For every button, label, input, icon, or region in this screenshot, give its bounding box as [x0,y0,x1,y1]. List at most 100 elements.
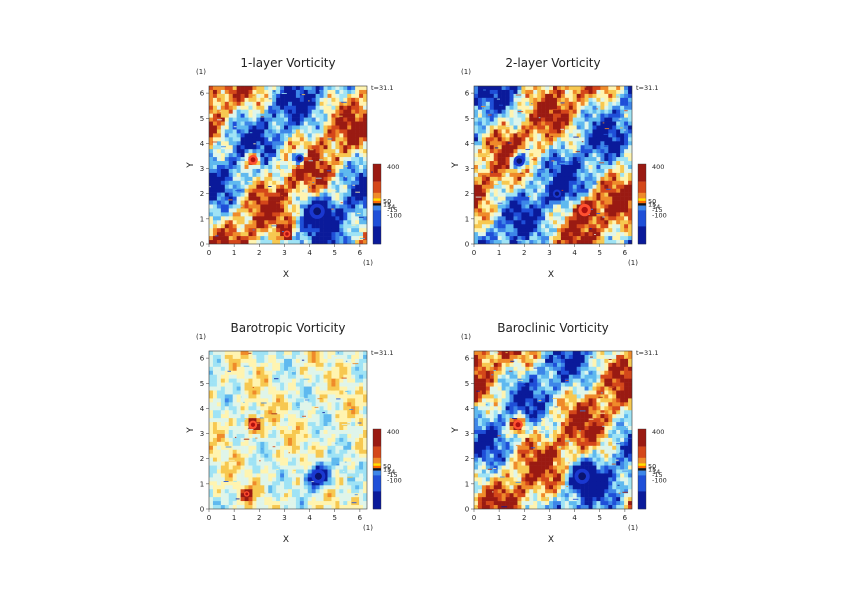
heatmap-cell [236,97,241,103]
heatmap-cell [363,378,367,383]
heatmap-cell [220,382,226,387]
heatmap-cell [608,192,613,197]
heatmap-cell [276,196,281,201]
heatmap-filament [478,170,481,172]
heatmap-cell [339,449,344,454]
heatmap-cell [311,232,316,237]
heatmap-cell [291,362,297,368]
heatmap-cell [363,485,367,490]
heatmap-cell [485,137,491,142]
heatmap-cell [264,236,269,241]
heatmap-cell [541,121,546,126]
colorbar-segment [638,203,646,206]
heatmap-cell [216,109,222,114]
heatmap-cell [517,236,522,241]
heatmap-cell [568,168,574,174]
heatmap-cell [323,208,328,213]
heatmap-cell [339,224,344,229]
heatmap-cell [216,113,222,118]
heatmap-cell [363,394,367,399]
heatmap-cell [272,422,277,427]
heatmap-cell [303,184,309,189]
heatmap-cell [212,382,218,387]
panel-title: 2-layer Vorticity [505,56,600,70]
heatmap-cell [529,121,534,126]
heatmap-cell [533,180,538,186]
heatmap-cell [212,398,218,403]
heatmap-cell [513,93,518,99]
heatmap-cell [327,489,332,494]
heatmap-cell [339,406,344,411]
heatmap-cell [596,113,601,118]
heatmap-cell [216,441,222,447]
heatmap-cell [272,232,277,237]
heatmap-cell [560,165,566,170]
heatmap-cell [327,228,332,233]
heatmap-cell [351,378,356,383]
heatmap-cell [359,398,364,403]
heatmap-cell [323,188,328,193]
heatmap-cell [216,176,222,182]
heatmap-cell [541,153,546,158]
heatmap-cell [260,133,265,138]
heatmap-cell [545,149,550,154]
heatmap-cell [311,129,316,134]
heatmap-cell [359,117,364,122]
heatmap-cell [481,224,487,229]
y-tick-label: 1 [200,215,204,223]
heatmap-cell [236,426,241,431]
heatmap-cell [588,86,593,91]
heatmap-cell [299,406,305,411]
heatmap-cell [624,97,629,103]
heatmap-cell [489,86,495,91]
heatmap-cell [359,386,364,391]
heatmap-cell [284,129,289,134]
heatmap-cell [501,89,506,95]
heatmap-cell [315,149,320,154]
heatmap-cell [335,236,340,241]
heatmap-cell [343,437,348,443]
heatmap-cell [549,93,554,99]
heatmap-cell [359,133,364,138]
heatmap-cell [224,196,230,201]
heatmap-cell [228,457,233,462]
heatmap-cell [240,453,245,458]
heatmap-cell [592,184,597,189]
heatmap-cell [556,153,562,158]
heatmap-cell [568,200,574,205]
heatmap-cell [264,410,269,415]
heatmap-cell [537,172,542,178]
heatmap-cell [295,493,301,498]
heatmap-cell [311,137,316,142]
heatmap-cell [572,137,577,142]
heatmap-cell [212,426,218,431]
heatmap-cell [284,481,289,486]
heatmap-cell [505,212,510,217]
heatmap-cell [355,113,360,118]
heatmap-cell [521,180,526,186]
heatmap-cell [549,105,554,110]
heatmap-cell [477,121,483,126]
heatmap-cell [280,133,285,138]
heatmap-cell [232,489,237,494]
heatmap-cell [319,362,324,368]
heatmap-cell [307,358,312,364]
heatmap-cell [276,212,281,217]
heatmap-cell [295,216,301,221]
heatmap-cell [303,117,309,122]
heatmap-cell [335,382,340,387]
heatmap-cell [288,449,293,454]
heatmap-cell [240,228,245,233]
heatmap-cell [564,161,570,166]
heatmap-cell [284,453,289,458]
heatmap-cell [343,216,348,221]
heatmap-cell [303,180,309,186]
heatmap-cell [564,125,570,130]
heatmap-cell [624,149,629,154]
heatmap-cell [343,145,348,150]
heatmap-cell [359,418,364,423]
heatmap-cell [244,208,249,213]
heatmap-cell [327,117,332,122]
heatmap-cell [501,133,506,138]
heatmap-cell [315,117,320,122]
